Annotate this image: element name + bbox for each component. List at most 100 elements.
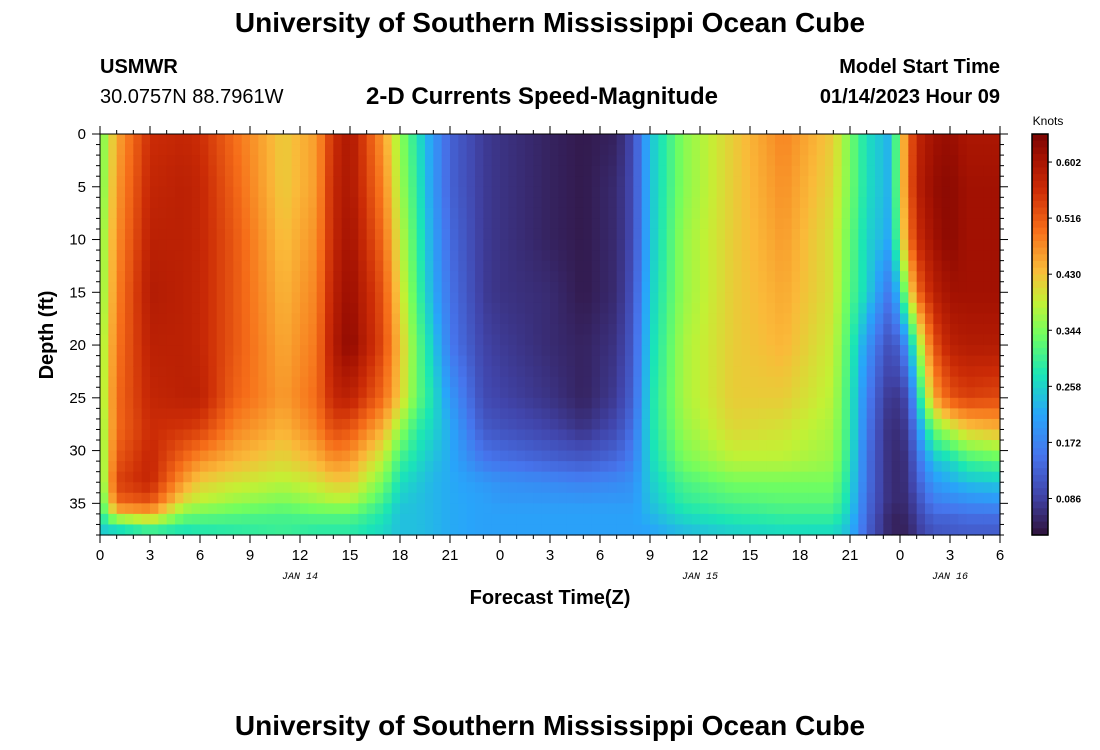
heatmap-cell xyxy=(525,397,534,409)
heatmap-cell xyxy=(933,366,943,378)
heatmap-cell xyxy=(825,165,834,177)
heatmap-cell xyxy=(225,440,234,452)
heatmap-cell xyxy=(525,134,534,146)
heatmap-cell xyxy=(166,144,176,156)
heatmap-cell xyxy=(400,513,409,526)
heatmap-cell xyxy=(150,450,159,462)
heatmap-cell xyxy=(175,524,184,536)
heatmap-cell xyxy=(925,513,934,526)
heatmap-cell xyxy=(575,524,584,536)
heatmap-cell xyxy=(350,281,359,293)
heatmap-cell xyxy=(275,450,284,462)
heatmap-cell xyxy=(850,271,859,283)
heatmap-cell xyxy=(816,186,826,198)
heatmap-cell xyxy=(600,397,609,409)
heatmap-cell xyxy=(733,302,743,314)
heatmap-cell xyxy=(233,461,243,473)
heatmap-cell xyxy=(316,271,326,283)
heatmap-cell xyxy=(575,260,584,272)
heatmap-cell xyxy=(700,218,709,230)
heatmap-cell xyxy=(516,144,526,156)
heatmap-cell xyxy=(625,524,634,536)
heatmap-cell xyxy=(141,239,151,251)
heatmap-cell xyxy=(283,165,293,177)
heatmap-cell xyxy=(616,355,626,367)
heatmap-cell xyxy=(966,281,976,293)
heatmap-cell xyxy=(616,186,626,198)
heatmap-cell xyxy=(491,165,501,177)
heatmap-cell xyxy=(683,281,693,293)
heatmap-cell xyxy=(266,260,276,272)
heatmap-cell xyxy=(133,186,143,198)
heatmap-cell xyxy=(266,302,276,314)
heatmap-cell xyxy=(808,355,818,367)
heatmap-cell xyxy=(883,197,893,209)
heatmap-cell xyxy=(108,482,118,494)
heatmap-cell xyxy=(666,429,676,441)
heatmap-cell xyxy=(483,492,493,504)
heatmap-cell xyxy=(283,418,293,431)
heatmap-cell xyxy=(400,260,409,272)
heatmap-cell xyxy=(408,250,418,262)
heatmap-cell xyxy=(233,260,243,272)
heatmap-cell xyxy=(966,144,976,156)
heatmap-cell xyxy=(841,155,851,167)
heatmap-cell xyxy=(625,313,634,325)
heatmap-cell xyxy=(750,387,759,399)
heatmap-cell xyxy=(633,482,643,494)
heatmap-cell xyxy=(933,197,943,209)
heatmap-cell xyxy=(116,482,126,494)
heatmap-cell xyxy=(875,186,884,198)
heatmap-cell xyxy=(725,271,734,283)
heatmap-cell xyxy=(941,292,951,304)
x-tick-label: 3 xyxy=(946,547,954,564)
heatmap-cell xyxy=(258,197,268,209)
heatmap-cell xyxy=(366,250,376,262)
heatmap-cell xyxy=(200,302,209,314)
heatmap-cell xyxy=(275,471,284,483)
heatmap-cell xyxy=(550,176,559,188)
heatmap-cell xyxy=(900,492,909,504)
heatmap-cell xyxy=(158,228,168,241)
heatmap-cell xyxy=(933,492,943,504)
heatmap-cell xyxy=(808,418,818,431)
heatmap-cell xyxy=(608,492,618,504)
heatmap-cell xyxy=(750,355,759,367)
heatmap-cell xyxy=(633,323,643,336)
heatmap-cell xyxy=(625,387,634,399)
heatmap-cell xyxy=(975,250,984,262)
heatmap-cell xyxy=(966,176,976,188)
heatmap-cell xyxy=(291,260,301,272)
heatmap-cell xyxy=(416,260,426,272)
heatmap-cell xyxy=(450,144,459,156)
heatmap-cell xyxy=(225,461,234,473)
heatmap-cell xyxy=(733,461,743,473)
heatmap-cell xyxy=(650,186,659,198)
heatmap-cell xyxy=(925,440,934,452)
heatmap-cell xyxy=(316,228,326,241)
heatmap-cell xyxy=(500,323,509,336)
heatmap-cell xyxy=(900,397,909,409)
heatmap-cell xyxy=(558,302,568,314)
heatmap-cell xyxy=(808,492,818,504)
heatmap-cell xyxy=(633,228,643,241)
heatmap-cell xyxy=(400,207,409,220)
colorbar-swatch xyxy=(1032,448,1048,456)
heatmap-cell xyxy=(666,492,676,504)
heatmap-cell xyxy=(900,355,909,367)
heatmap-cell xyxy=(350,524,359,536)
heatmap-cell xyxy=(983,218,993,230)
heatmap-cell xyxy=(575,186,584,198)
heatmap-cell xyxy=(683,482,693,494)
heatmap-cell xyxy=(166,482,176,494)
heatmap-cell xyxy=(383,155,393,167)
heatmap-cell xyxy=(850,387,859,399)
heatmap-cell xyxy=(875,271,884,283)
heatmap-cell xyxy=(425,450,434,462)
heatmap-cell xyxy=(125,165,134,177)
heatmap-cell xyxy=(533,271,543,283)
heatmap-cell xyxy=(233,513,243,526)
heatmap-cell xyxy=(200,471,209,483)
heatmap-cell xyxy=(191,334,201,346)
heatmap-cell xyxy=(683,366,693,378)
